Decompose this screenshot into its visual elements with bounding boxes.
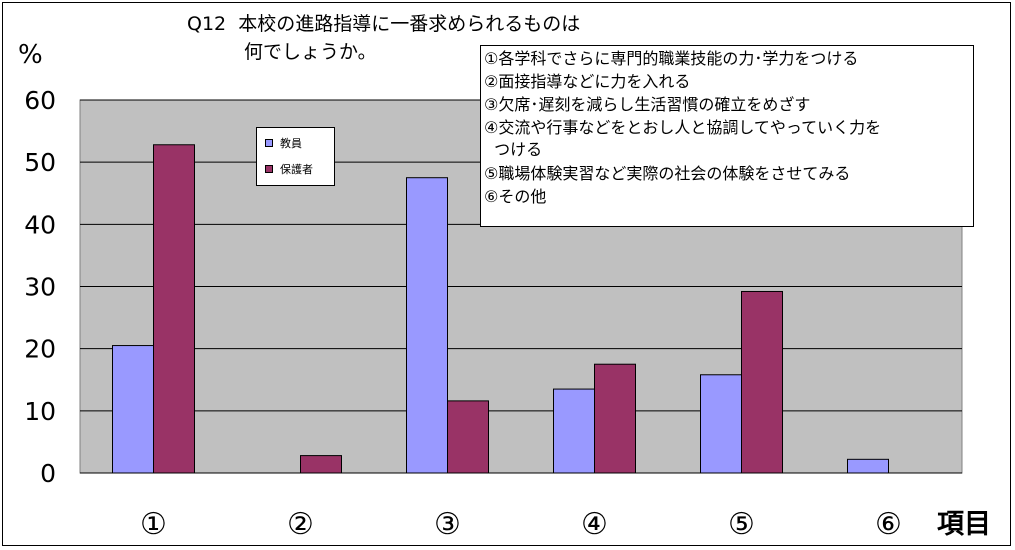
y-tick-label: 20 [24,335,56,364]
y-tick-label: 60 [24,86,56,115]
chart-title: Q12 本校の進路指導に一番求められるものは 何でしょうか。 [187,13,581,63]
legend-label-teachers: 教員 [280,137,302,150]
x-axis-label: 項目 [937,509,991,540]
x-tick-label: ④ [581,507,608,542]
y-tick-label: 40 [24,210,56,239]
bar-parents [447,400,489,474]
legend-swatch-parents [265,165,273,173]
y-tick-label: 30 [24,273,56,302]
x-tick-label: ⑥ [875,507,902,542]
x-tick-label: ① [140,507,167,542]
y-tick-label: 10 [24,397,56,426]
x-tick-label: ③ [434,507,461,542]
y-tick-label: 0 [40,459,56,488]
legend-label-parents: 保護者 [280,163,313,176]
x-tick-label: ② [287,507,314,542]
chart-legend: 教員 保護者 [256,127,335,186]
bar-parents [594,363,636,474]
note-item-2: ②面接指導などに力を入れる [484,72,691,91]
bar-teachers [406,177,448,474]
note-item-6: ⑥その他 [484,187,547,206]
bar-parents [300,455,342,474]
bar-teachers [112,345,154,474]
note-item-1: ①各学科でさらに専門的職業技能の力･学力をつける [484,49,859,68]
note-item-5: ⑤職場体験実習など実際の社会の体験をさせてみる [484,164,851,183]
bar-parents [741,290,783,474]
note-item-3: ③欠席･遅刻を減らし生活習慣の確立をめざす [484,95,811,114]
legend-item-teachers: 教員 [265,137,302,151]
bar-teachers [700,374,742,474]
y-tick-label: 50 [24,148,56,177]
category-notes-box: ①各学科でさらに専門的職業技能の力･学力をつける ②面接指導などに力を入れる ③… [480,45,974,227]
legend-item-parents: 保護者 [265,163,313,177]
bar-teachers [553,388,595,474]
legend-swatch-teachers [265,139,273,147]
x-tick-label: ⑤ [728,507,755,542]
bar-teachers [847,458,889,474]
note-item-4: ④交流や行事などをとおし人と協調してやっていく力を つける [484,118,882,159]
bar-parents [153,144,195,474]
y-axis-label: % [18,40,43,70]
